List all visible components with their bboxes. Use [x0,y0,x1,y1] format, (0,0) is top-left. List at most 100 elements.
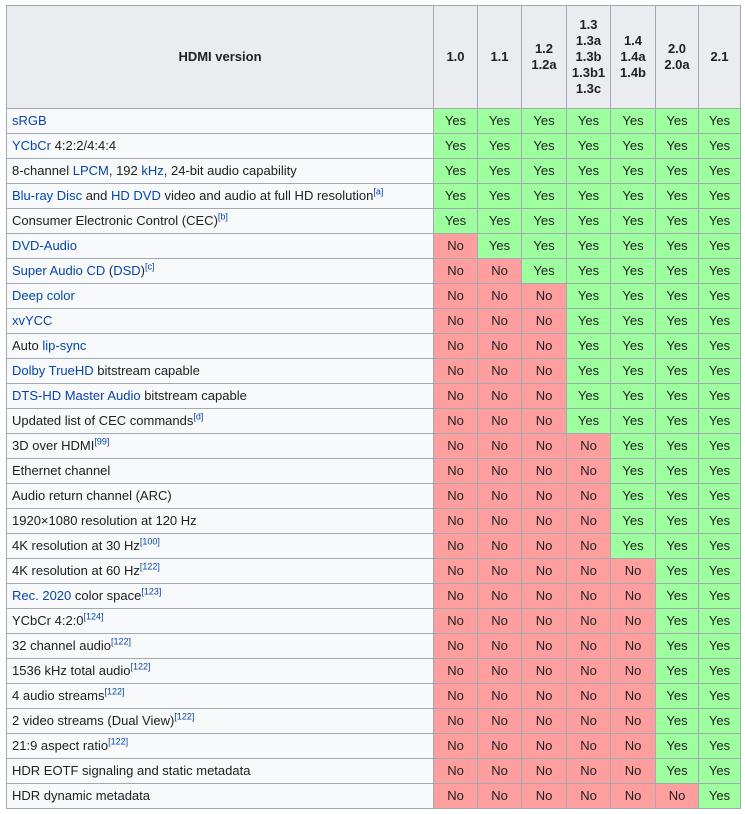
feature-text: Updated list of CEC commands [12,413,194,428]
support-cell-yes: Yes [610,158,656,184]
footnote-ref-link[interactable]: [99] [94,436,110,447]
table-row: Super Audio CD (DSD)[c] No No Yes Yes Yes Yes Y… [6,258,741,284]
feature-text: 32 channel audio [12,638,112,653]
feature-link[interactable]: Blu-ray Disc [12,188,83,203]
feature-link[interactable]: Dolby TrueHD [12,363,94,378]
support-cell-yes: Yes [698,633,741,659]
support-cell-yes: Yes [521,208,567,234]
support-cell-no: No [521,433,567,459]
support-cell-no: No [477,258,522,284]
table-row: Blu-ray Disc and HD DVD video and audio … [6,183,741,209]
support-cell-yes: Yes [655,708,699,734]
footnote-ref-link[interactable]: [122] [130,661,151,672]
support-cell-yes: Yes [566,108,611,134]
footnote-ref-link[interactable]: [a] [373,186,384,197]
support-cell-yes: Yes [610,358,656,384]
footnote-ref-link[interactable]: [122] [108,736,129,747]
support-cell-no: No [521,658,567,684]
feature-link[interactable]: kHz [141,163,164,178]
table-row: Rec. 2020 color space[123] No No No No No Yes Y… [6,583,741,609]
support-cell-yes: Yes [610,383,656,409]
support-cell-yes: Yes [655,583,699,609]
support-cell-yes: Yes [655,158,699,184]
support-cell-yes: Yes [698,533,741,559]
feature-link[interactable]: DSD [113,263,141,278]
feature-link[interactable]: YCbCr [12,138,52,153]
footnote-ref-link[interactable]: [d] [193,411,204,422]
footnote-ref-link[interactable]: [123] [141,586,162,597]
feature-link[interactable]: xvYCC [12,313,53,328]
support-cell-no: No [610,558,656,584]
support-cell-yes: Yes [655,733,699,759]
support-cell-yes: Yes [566,258,611,284]
feature-text: 21:9 aspect ratio [12,738,109,753]
support-cell-yes: Yes [433,208,478,234]
feature-cell: Audio return channel (ARC) [6,483,434,509]
feature-link[interactable]: Rec. 2020 [12,588,72,603]
version-label: 1.3 [579,17,598,32]
support-cell-yes: Yes [477,233,522,259]
support-cell-no: No [566,458,611,484]
support-cell-yes: Yes [698,383,741,409]
footnote-ref-link[interactable]: [122] [104,686,125,697]
support-cell-no: No [477,433,522,459]
table-row: Updated list of CEC commands[d] No No No Yes… [6,408,741,434]
support-cell-yes: Yes [610,233,656,259]
support-cell-no: No [566,658,611,684]
support-cell-yes: Yes [610,133,656,159]
support-cell-no: No [610,758,656,784]
support-cell-yes: Yes [698,733,741,759]
feature-link[interactable]: Deep color [12,288,75,303]
table-row: 8-channel LPCM, 192 kHz, 24-bit audio ca… [6,158,741,184]
feature-link[interactable]: lip-sync [42,338,87,353]
support-cell-no: No [477,533,522,559]
feature-link[interactable]: DTS-HD Master Audio [12,388,141,403]
support-cell-no: No [610,783,656,809]
feature-text: 4 audio streams [12,688,105,703]
support-cell-yes: Yes [566,183,611,209]
footnote-ref-link[interactable]: [c] [144,261,155,272]
feature-cell: 21:9 aspect ratio[122] [6,733,434,759]
support-cell-yes: Yes [655,433,699,459]
support-cell-yes: Yes [698,258,741,284]
support-cell-yes: Yes [655,183,699,209]
support-cell-no: No [477,658,522,684]
version-column-header: 1.4 1.4a 1.4b [610,5,656,109]
support-cell-yes: Yes [477,108,522,134]
feature-link[interactable]: sRGB [12,113,47,128]
support-cell-yes: Yes [655,558,699,584]
support-cell-yes: Yes [655,458,699,484]
feature-cell: HDR EOTF signaling and static metadata [6,758,434,784]
footnote-ref-link[interactable]: [100] [139,536,160,547]
table-row: 21:9 aspect ratio[122] No No No No No Yes Yes [6,733,741,759]
support-cell-yes: Yes [521,233,567,259]
support-cell-no: No [477,408,522,434]
feature-link[interactable]: DVD-Audio [12,238,78,253]
support-cell-yes: Yes [698,708,741,734]
footnote-ref-link[interactable]: [122] [139,561,160,572]
table-row: Deep color No No No Yes Yes Yes Yes [6,283,741,309]
footnote-ref-link[interactable]: [122] [111,636,132,647]
feature-cell: xvYCC [6,308,434,334]
support-cell-no: No [521,308,567,334]
support-cell-no: No [433,533,478,559]
table-row: Audio return channel (ARC) No No No No Yes Yes… [6,483,741,509]
support-cell-yes: Yes [610,433,656,459]
feature-link[interactable]: HD DVD [111,188,161,203]
support-cell-yes: Yes [655,383,699,409]
feature-text: 2 video streams (Dual View) [12,713,175,728]
feature-text: Ethernet channel [12,463,111,478]
footnote-ref-link[interactable]: [124] [83,611,104,622]
footnote-ref-link[interactable]: [122] [174,711,195,722]
feature-link[interactable]: LPCM [72,163,109,178]
footnote-ref-link[interactable]: [b] [217,211,228,222]
feature-link[interactable]: Super Audio CD [12,263,106,278]
support-cell-no: No [521,583,567,609]
hdmi-feature-table: HDMI version 1.0 1.1 1.2 1.2a 1.3 1.3a 1.3b 1.3… [6,5,741,809]
support-cell-yes: Yes [655,508,699,534]
version-label: 2.0 [667,41,687,56]
version-label: 1.4 [623,33,643,48]
feature-cell: sRGB [6,108,434,134]
support-cell-no: No [566,508,611,534]
version-label: 1.4a [620,49,646,64]
